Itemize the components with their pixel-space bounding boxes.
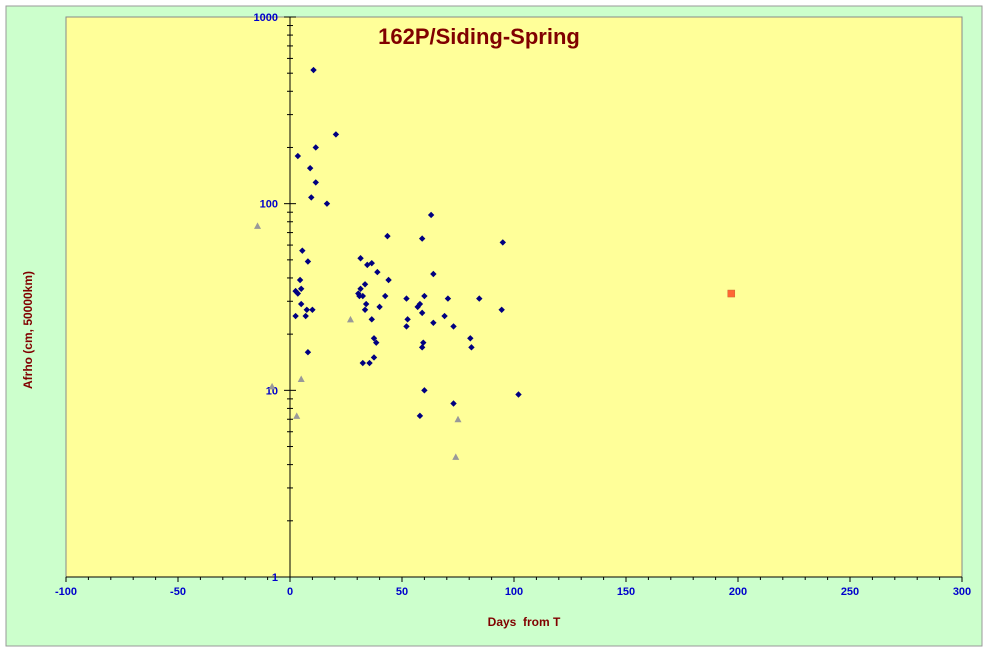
y-tick-label: 1000 [254, 12, 278, 24]
data-point-square [727, 289, 736, 298]
data-point-triangle [452, 453, 460, 460]
data-point-diamond [450, 323, 457, 330]
data-point-diamond [308, 194, 315, 201]
data-point-triangle [346, 315, 354, 323]
x-tick-label: 150 [617, 586, 635, 598]
data-point-diamond [294, 152, 302, 160]
y-axis-label: Afrho (cm, 50000km) [21, 271, 35, 389]
plot-area [65, 16, 963, 578]
data-point-diamond [403, 323, 410, 330]
data-point-diamond [312, 144, 319, 151]
data-point-diamond [427, 211, 435, 219]
data-point-diamond [303, 306, 310, 314]
data-point-diamond [309, 306, 316, 314]
data-point-diamond [359, 292, 366, 300]
data-point-diamond [376, 303, 383, 311]
x-tick-label: 250 [841, 586, 859, 598]
data-point-triangle [454, 415, 462, 423]
data-point-diamond [294, 290, 302, 297]
data-point-diamond [430, 270, 437, 278]
data-point-diamond [403, 295, 410, 302]
data-point-diamond [420, 339, 427, 346]
data-point-diamond [382, 292, 389, 300]
data-point-diamond [385, 276, 392, 284]
data-point-diamond [357, 285, 364, 292]
data-point-diamond [430, 319, 437, 327]
data-point-diamond [444, 295, 452, 302]
data-point-diamond [357, 255, 364, 262]
data-point-diamond [310, 66, 317, 74]
data-point-diamond [416, 412, 424, 420]
x-tick-label: 200 [729, 586, 747, 598]
data-point-diamond [498, 306, 505, 314]
data-point-diamond [370, 335, 378, 342]
data-point-diamond [468, 344, 475, 351]
data-point-diamond [364, 261, 371, 269]
data-point-diamond [467, 335, 474, 342]
data-point-triangle [293, 412, 301, 419]
x-tick-label: -50 [170, 586, 186, 598]
data-point-diamond [359, 359, 366, 367]
data-point-diamond [312, 179, 319, 186]
data-point-diamond [418, 309, 426, 317]
data-point-diamond [356, 292, 363, 300]
x-tick-label: 300 [953, 586, 971, 598]
data-point-diamond [421, 387, 428, 394]
x-tick-label: 50 [396, 586, 408, 598]
data-point-diamond [384, 232, 391, 240]
data-point-diamond [441, 312, 448, 320]
data-point-diamond [476, 295, 483, 302]
data-point-diamond [374, 268, 381, 276]
data-point-diamond [298, 300, 305, 308]
data-point-diamond [332, 131, 340, 138]
data-point-diamond [362, 300, 370, 308]
chart-title: 162P/Siding-Spring [378, 24, 580, 49]
data-point-diamond [499, 239, 506, 246]
data-point-diamond [306, 164, 314, 172]
x-axis: -100 -50 0 50 100 150 200 250 300 [55, 576, 971, 598]
data-point-diamond [298, 285, 305, 292]
data-point-diamond [302, 312, 309, 320]
data-point-diamond [370, 354, 378, 361]
data-point-diamond [414, 303, 421, 311]
data-point-diamond [421, 292, 428, 300]
data-point-diamond [418, 235, 426, 242]
data-point-triangle [254, 222, 262, 229]
data-point-diamond [299, 247, 306, 254]
x-tick-label: 100 [505, 586, 523, 598]
data-point-diamond [304, 349, 312, 356]
x-tick-label: -100 [55, 586, 77, 598]
data-point-diamond [366, 359, 373, 367]
data-point-diamond [323, 200, 331, 207]
data-point-triangle [297, 375, 305, 383]
data-point-diamond [361, 281, 369, 288]
data-point-diamond [515, 391, 522, 398]
data-point-diamond [296, 276, 304, 284]
data-point-diamond [361, 306, 369, 314]
x-tick-label: 0 [287, 586, 293, 598]
data-point-diamond [373, 339, 380, 346]
data-point-diamond [304, 258, 312, 265]
data-point-diamond [368, 316, 375, 323]
data-points [254, 66, 736, 460]
data-point-diamond [418, 344, 426, 351]
x-axis-label: Days from T [488, 615, 561, 629]
data-point-triangle [268, 382, 276, 390]
data-point-diamond [450, 400, 457, 407]
y-tick-label: 1 [272, 572, 278, 584]
data-point-diamond [404, 316, 411, 323]
y-tick-label: 100 [260, 199, 278, 211]
data-point-diamond [292, 312, 299, 320]
